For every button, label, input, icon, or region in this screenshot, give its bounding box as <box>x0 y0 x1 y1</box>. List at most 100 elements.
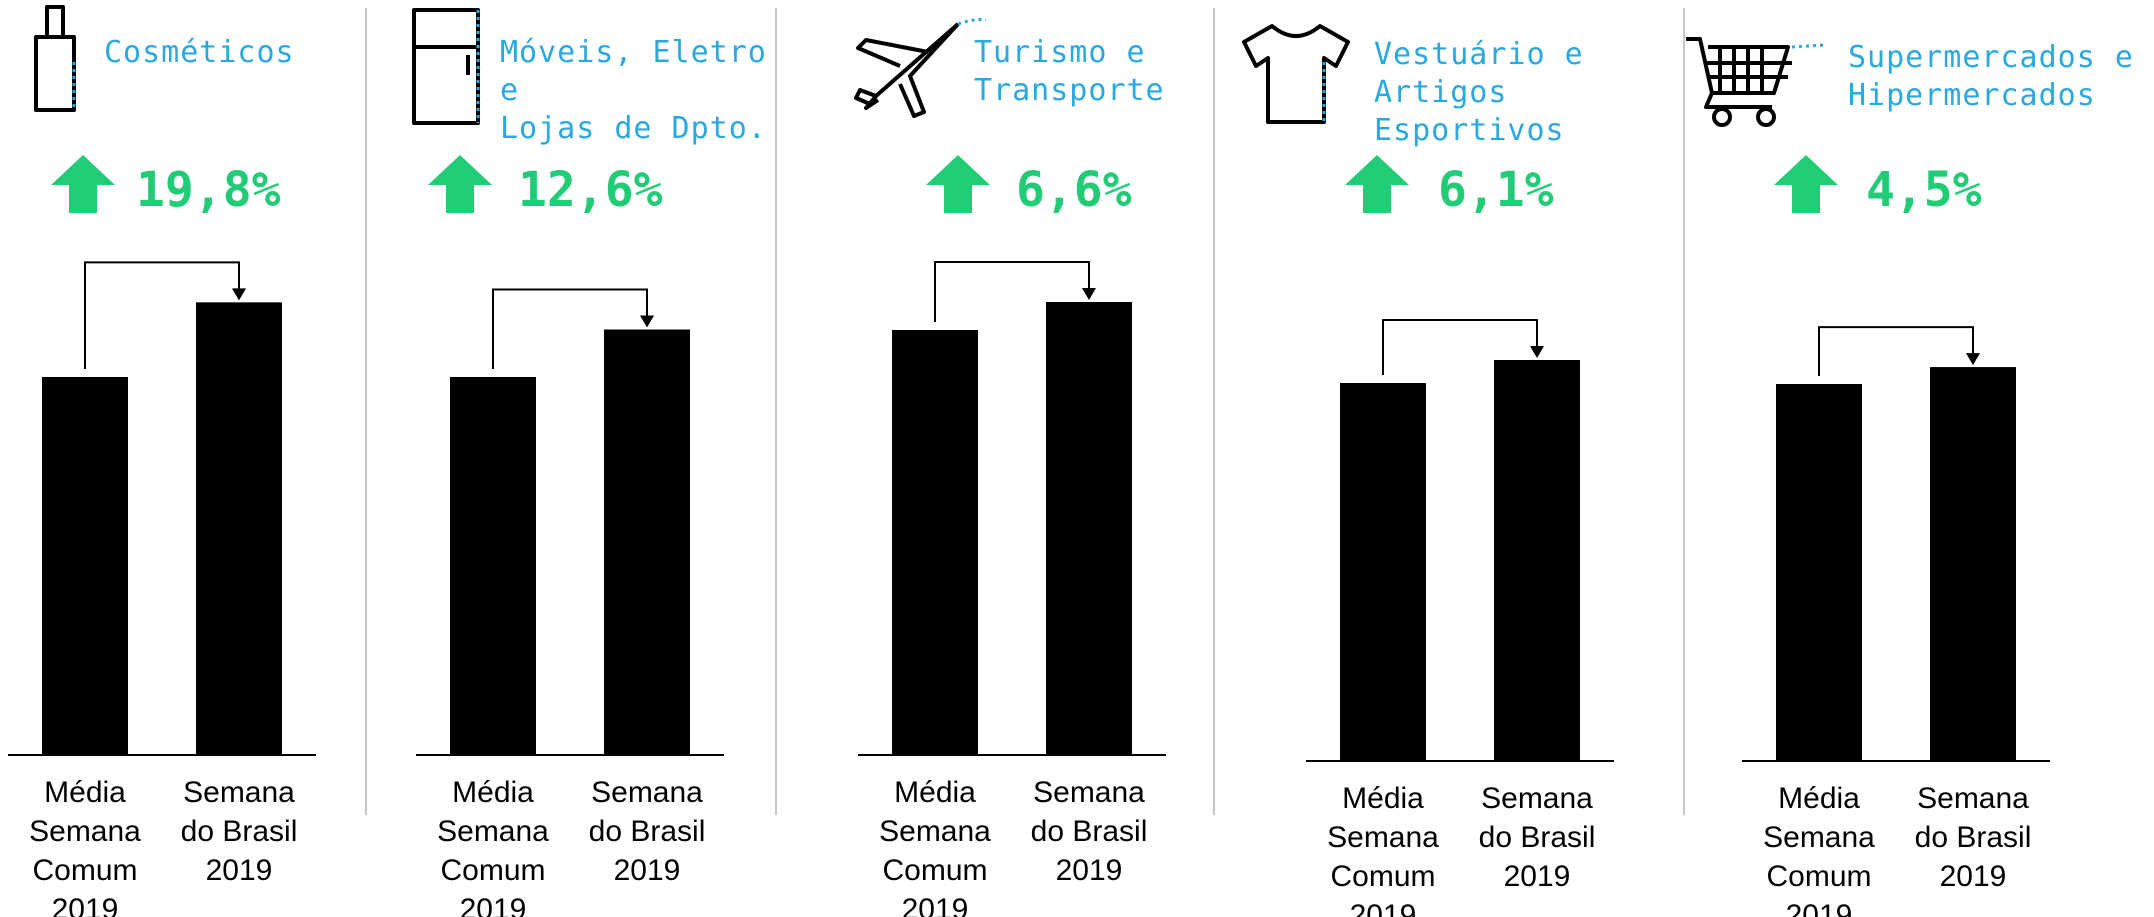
comparison-arrowhead <box>232 288 246 301</box>
chart-title-line: Vestuário e <box>1374 37 1584 72</box>
comparison-bracket <box>84 261 240 369</box>
category-label-line: 2019 <box>52 893 119 917</box>
category-label-line: do Brasil <box>1479 821 1596 854</box>
chart-title-line: Transporte <box>974 73 1165 108</box>
category-label-line: 2019 <box>902 893 969 917</box>
comparison-arrowhead <box>1082 288 1096 301</box>
up-arrow-icon <box>926 155 990 213</box>
category-label-line: Comum <box>882 854 987 887</box>
category-label-line: Semana <box>591 776 703 809</box>
change-percentage: 12,6% <box>518 162 663 218</box>
category-label-line: Média <box>44 776 126 809</box>
chart-title: Supermercados e Hipermercados <box>1848 40 2134 113</box>
category-label-line: Comum <box>1766 860 1871 893</box>
category-label: Semana do Brasil 2019 <box>181 776 298 887</box>
change-percentage: 19,8% <box>136 162 281 218</box>
category-label: Semana do Brasil 2019 <box>1479 782 1596 893</box>
category-label: Semana do Brasil 2019 <box>1031 776 1148 887</box>
category-label-line: Semana <box>1481 782 1593 815</box>
category-label-line: Média <box>894 776 976 809</box>
category-label: Média Semana Comum 2019 <box>1763 782 1875 917</box>
bar-media-semana-comum <box>1776 384 1862 760</box>
bar-semana-do-brasil <box>1930 367 2016 760</box>
category-label-line: 2019 <box>206 854 273 887</box>
refrigerator-icon <box>412 8 480 125</box>
chart-panel-4: Vestuário e Artigos Esportivos 6,1% Média Sem… <box>1242 24 1614 917</box>
bar-semana-do-brasil <box>1494 360 1580 760</box>
up-arrow-icon <box>428 155 492 213</box>
category-label: Média Semana Comum 2019 <box>879 776 991 917</box>
category-label: Média Semana Comum 2019 <box>437 776 549 917</box>
category-label-line: do Brasil <box>181 815 298 848</box>
bar-media-semana-comum <box>42 377 128 754</box>
category-label-line: Média <box>1778 782 1860 815</box>
comparison-arrowhead <box>1530 346 1544 359</box>
category-label: Semana do Brasil 2019 <box>589 776 706 887</box>
bar-semana-do-brasil <box>604 329 690 754</box>
comparison-bracket <box>1382 319 1538 375</box>
comparison-bracket <box>1818 326 1974 376</box>
lipstick-icon <box>34 5 76 112</box>
comparison-bracket <box>492 288 648 369</box>
chart-panel-5: Supermercados e Hipermercados 4,5% Média Sem… <box>1686 37 2134 917</box>
chart-title-line: Cosméticos <box>104 35 295 70</box>
category-label-line: Semana <box>1033 776 1145 809</box>
category-label-line: do Brasil <box>1031 815 1148 848</box>
bar-media-semana-comum <box>892 330 978 754</box>
chart-title-line: Hipermercados <box>1848 78 2096 113</box>
comparison-bracket <box>934 261 1090 322</box>
category-label-line: 2019 <box>614 854 681 887</box>
chart-title-line: Esportivos <box>1374 113 1565 148</box>
category-label-line: 2019 <box>1056 854 1123 887</box>
category-label-line: Semana <box>183 776 295 809</box>
airplane-icon <box>854 18 987 118</box>
comparison-arrowhead <box>1966 353 1980 366</box>
bar-media-semana-comum <box>450 377 536 754</box>
category-label-line: Comum <box>440 854 545 887</box>
category-label-line: Média <box>452 776 534 809</box>
chart-title: Vestuário e Artigos Esportivos <box>1374 37 1584 148</box>
category-label: Média Semana Comum 2019 <box>29 776 141 917</box>
change-percentage: 6,6% <box>1016 162 1132 218</box>
category-label-line: Semana <box>1917 782 2029 815</box>
chart-title-line: Lojas de Dpto. <box>500 111 767 146</box>
category-label-line: Semana <box>879 815 991 848</box>
comparison-arrowhead <box>640 315 654 328</box>
chart-title-line: e <box>500 73 519 108</box>
bar-semana-do-brasil <box>196 302 282 754</box>
chart-title-line: Supermercados e <box>1848 40 2134 75</box>
category-label-line: do Brasil <box>589 815 706 848</box>
chart-title: Cosméticos <box>104 35 295 70</box>
category-label-line: 2019 <box>1940 860 2007 893</box>
bar-media-semana-comum <box>1340 383 1426 760</box>
category-label-line: 2019 <box>1504 860 1571 893</box>
chart-title: Móveis, Eletro e Lojas de Dpto. <box>500 35 767 146</box>
category-label-line: 2019 <box>460 893 527 917</box>
category-label-line: Semana <box>29 815 141 848</box>
category-label: Semana do Brasil 2019 <box>1915 782 2032 893</box>
chart-title-line: Artigos <box>1374 75 1507 110</box>
category-label-line: Semana <box>1327 821 1439 854</box>
category-label-line: Semana <box>1763 821 1875 854</box>
category-label: Média Semana Comum 2019 <box>1327 782 1439 917</box>
change-percentage: 6,1% <box>1438 162 1554 218</box>
tshirt-icon <box>1242 24 1350 124</box>
category-label-line: Comum <box>32 854 137 887</box>
up-arrow-icon <box>1345 155 1409 213</box>
shopping-cart-icon <box>1686 37 1825 127</box>
category-label-line: do Brasil <box>1915 821 2032 854</box>
category-label-line: Média <box>1342 782 1424 815</box>
change-percentage: 4,5% <box>1866 162 1982 218</box>
chart-title-line: Móveis, Eletro <box>500 35 767 70</box>
chart-title-line: Turismo e <box>974 35 1146 70</box>
category-label-line: Semana <box>437 815 549 848</box>
chart-title: Turismo e Transporte <box>974 35 1165 108</box>
category-label-line: 2019 <box>1350 899 1417 917</box>
chart-panel-3: Turismo e Transporte 6,6% Média Semana Comum 2… <box>854 18 1166 917</box>
up-arrow-icon <box>51 155 115 213</box>
up-arrow-icon <box>1774 155 1838 213</box>
chart-panel-2: Móveis, Eletro e Lojas de Dpto. 12,6% Média S… <box>412 8 767 917</box>
